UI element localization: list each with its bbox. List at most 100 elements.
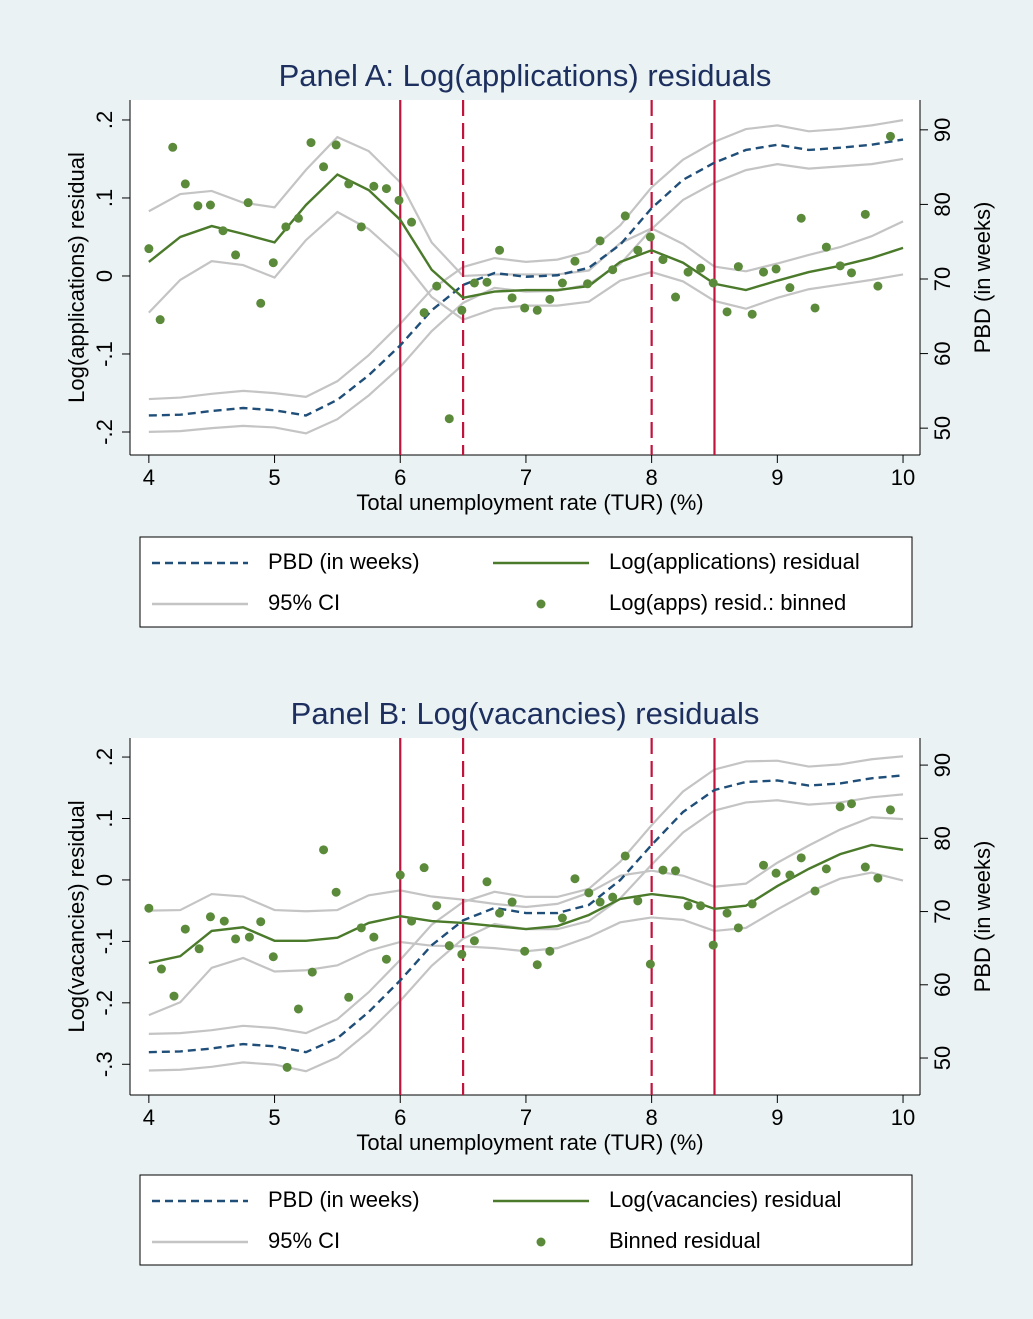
x-tick-label: 7	[520, 1105, 532, 1130]
binned-point	[457, 949, 467, 959]
binned-point	[570, 256, 580, 266]
y2-tick-label: 70	[930, 267, 955, 291]
binned-point	[545, 294, 555, 304]
y-tick-label: -.1	[92, 341, 117, 367]
binned-point	[658, 255, 668, 265]
binned-point	[885, 131, 895, 141]
binned-point	[395, 870, 405, 880]
binned-point	[344, 179, 354, 189]
binned-point	[608, 892, 618, 902]
binned-point	[268, 258, 278, 268]
binned-point	[243, 198, 253, 208]
binned-point	[645, 959, 655, 969]
pbd-line	[148, 774, 904, 1054]
pbd-line	[148, 138, 904, 417]
ci-line	[148, 135, 904, 278]
binned-point	[620, 211, 630, 221]
binned-point	[532, 305, 542, 315]
binned-point	[885, 805, 895, 815]
y-tick-label: -.2	[92, 419, 117, 445]
x-tick-label: 10	[891, 465, 915, 490]
binned-point	[244, 932, 254, 942]
binned-point	[482, 277, 492, 287]
binned-point	[469, 278, 479, 288]
legend-label: 95% CI	[268, 590, 340, 615]
x-axis-title: Total unemployment rate (TUR) (%)	[356, 1130, 703, 1155]
x-tick-label: 8	[646, 1105, 658, 1130]
binned-point	[231, 934, 241, 944]
residual-line	[148, 843, 904, 965]
y-tick-label: .1	[92, 189, 117, 207]
binned-point	[759, 860, 769, 870]
binned-point	[469, 936, 479, 946]
binned-point	[507, 293, 517, 303]
binned-point	[608, 265, 618, 275]
y-tick-label: -.3	[92, 1051, 117, 1077]
binned-point	[873, 873, 883, 883]
binned-point	[835, 802, 845, 812]
y2-tick-label: 60	[930, 973, 955, 997]
binned-point	[381, 184, 391, 194]
y2-tick-label: 80	[930, 826, 955, 850]
binned-point	[419, 308, 429, 318]
binned-point	[432, 901, 442, 911]
binned-point	[810, 303, 820, 313]
binned-point	[520, 303, 530, 313]
binned-point	[256, 917, 266, 927]
binned-point	[785, 870, 795, 880]
binned-point	[747, 309, 757, 319]
binned-point	[218, 226, 228, 236]
binned-point	[282, 1062, 292, 1072]
x-tick-label: 8	[646, 465, 658, 490]
binned-point	[860, 209, 870, 219]
y-axis-title: Log(applications) residual	[64, 152, 89, 403]
binned-point	[156, 964, 166, 974]
x-tick-label: 6	[394, 465, 406, 490]
binned-point	[457, 305, 467, 315]
binned-point	[319, 845, 329, 855]
binned-point	[771, 868, 781, 878]
y-axis-title: Log(vacancies) residual	[64, 800, 89, 1032]
binned-point	[169, 991, 179, 1001]
y2-tick-label: 90	[930, 753, 955, 777]
binned-point	[407, 916, 417, 926]
binned-point	[394, 195, 404, 205]
binned-point	[570, 874, 580, 884]
x-tick-label: 9	[771, 465, 783, 490]
y2-tick-label: 50	[930, 1046, 955, 1070]
panel-title: Panel A: Log(applications) residuals	[279, 58, 772, 93]
binned-point	[696, 263, 706, 273]
binned-point	[293, 213, 303, 223]
plot-area	[130, 100, 920, 455]
binned-point	[708, 940, 718, 950]
x-axis-title: Total unemployment rate (TUR) (%)	[356, 490, 703, 515]
binned-point	[532, 960, 542, 970]
binned-point	[369, 932, 379, 942]
y-tick-label: -.2	[92, 990, 117, 1016]
binned-point	[821, 242, 831, 252]
binned-point	[860, 862, 870, 872]
binned-point	[722, 307, 732, 317]
binned-point	[306, 138, 316, 148]
legend-label: PBD (in weeks)	[268, 549, 420, 574]
binned-point	[231, 250, 241, 260]
y-tick-label: 0	[92, 874, 117, 886]
x-tick-label: 6	[394, 1105, 406, 1130]
binned-point	[633, 896, 643, 906]
binned-point	[595, 236, 605, 246]
legend-marker	[536, 1237, 546, 1247]
binned-point	[432, 281, 442, 291]
binned-point	[545, 946, 555, 956]
binned-point	[155, 315, 165, 325]
binned-point	[620, 851, 630, 861]
residual-line	[148, 173, 904, 300]
binned-point	[747, 899, 757, 909]
binned-point	[671, 292, 681, 302]
legend-label: PBD (in weeks)	[268, 1187, 420, 1212]
binned-point	[835, 261, 845, 271]
binned-point	[796, 213, 806, 223]
y-tick-label: .1	[92, 809, 117, 827]
x-tick-label: 4	[143, 465, 155, 490]
y2-tick-label: 80	[930, 192, 955, 216]
